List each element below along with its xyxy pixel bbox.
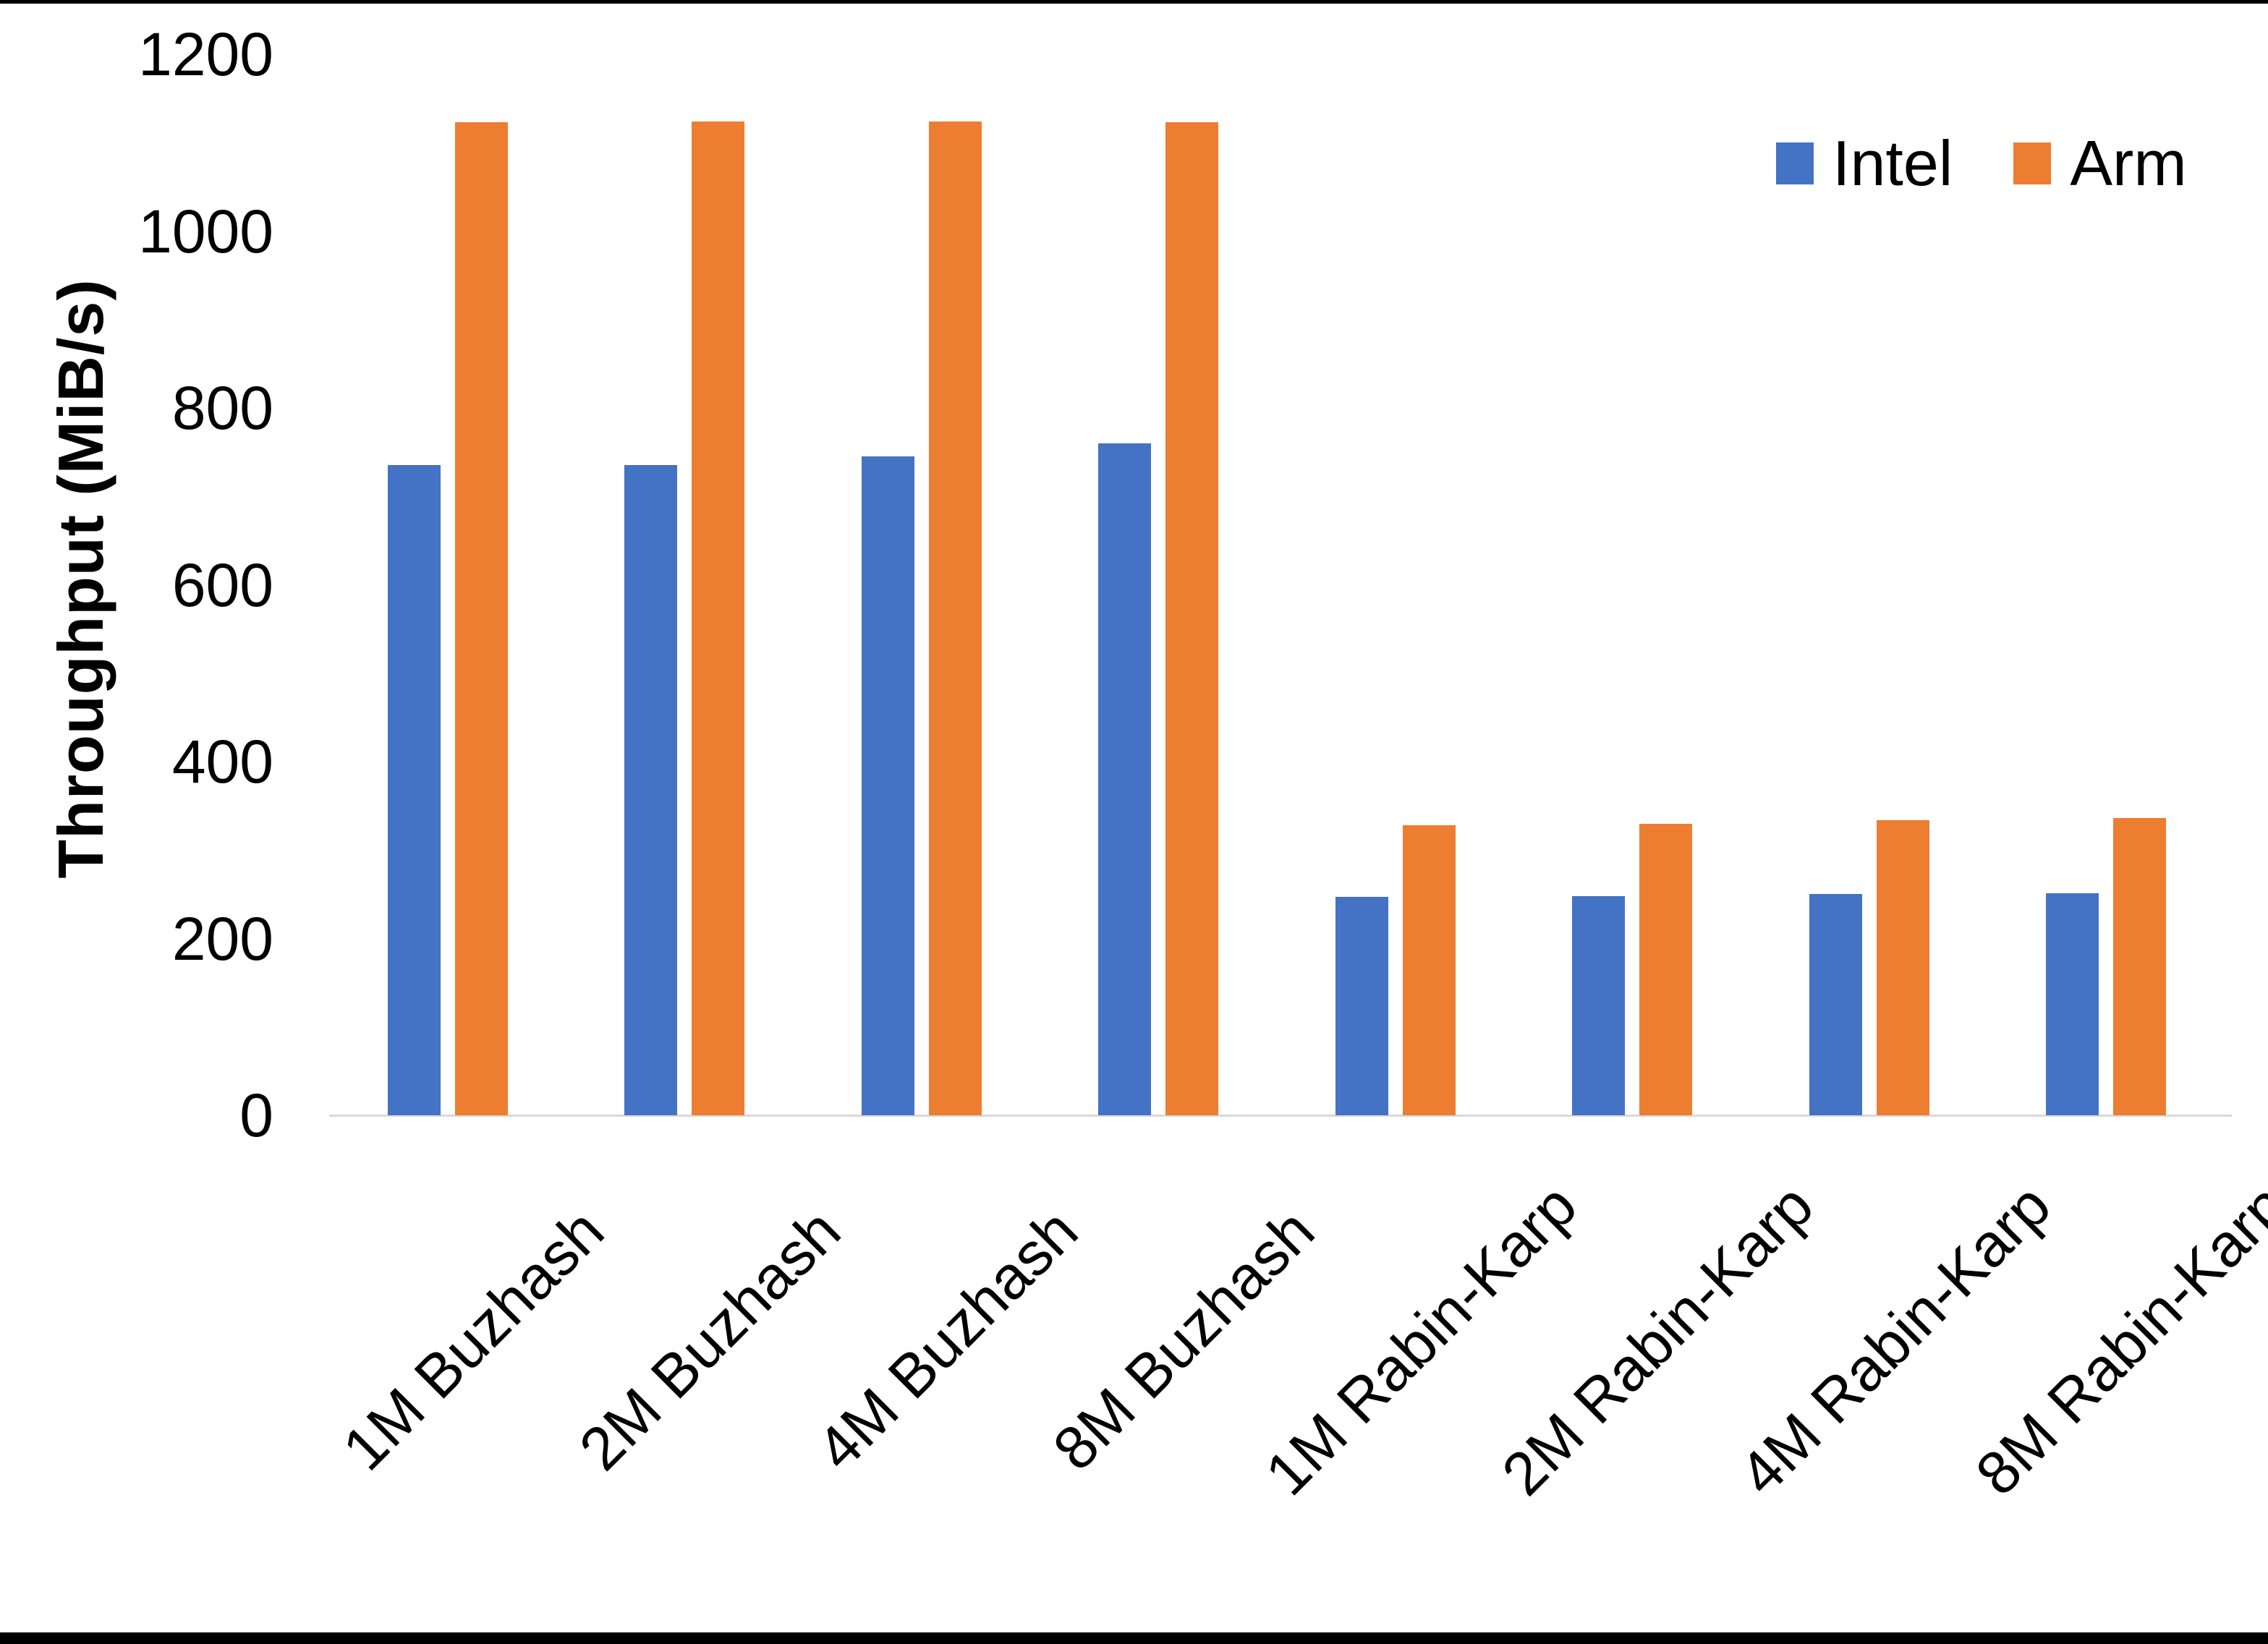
- bar-arm-4: [1165, 122, 1218, 1115]
- legend-item-intel: Intel: [1776, 132, 1953, 195]
- top-border-line: [0, 0, 2268, 4]
- legend-swatch-arm-icon: [2013, 142, 2052, 184]
- bottom-border-line: [0, 1632, 2268, 1644]
- bar-intel-8: [2046, 893, 2099, 1115]
- bar-intel-4: [1098, 443, 1151, 1115]
- bar-intel-2: [624, 465, 677, 1115]
- legend-item-arm: Arm: [2013, 127, 2187, 199]
- y-tick-label: 200: [171, 904, 273, 973]
- y-tick-label: 0: [239, 1081, 273, 1149]
- bar-arm-1: [455, 122, 508, 1115]
- y-tick-label: 600: [171, 550, 273, 619]
- bar-intel-5: [1335, 897, 1388, 1115]
- y-tick-label: 800: [171, 374, 273, 442]
- bar-intel-6: [1572, 896, 1625, 1115]
- legend-label-intel: Intel: [1832, 127, 1953, 199]
- legend-label-arm: Arm: [2070, 127, 2187, 199]
- bar-arm-2: [692, 122, 744, 1115]
- bar-arm-5: [1403, 825, 1456, 1115]
- bar-intel-1: [388, 465, 441, 1115]
- y-tick-label: 400: [171, 728, 273, 796]
- bar-intel-7: [1809, 894, 1862, 1115]
- bar-arm-8: [2113, 818, 2166, 1115]
- x-axis-line: [329, 1115, 2232, 1117]
- y-tick-label: 1000: [138, 197, 273, 265]
- bar-intel-3: [862, 456, 914, 1115]
- y-tick-label: 1200: [138, 20, 273, 88]
- bar-arm-7: [1877, 820, 1929, 1115]
- legend: Intel Arm: [1776, 132, 2187, 195]
- legend-swatch-intel-icon: [1776, 142, 1814, 184]
- bar-arm-6: [1639, 824, 1692, 1115]
- bar-arm-3: [929, 122, 982, 1115]
